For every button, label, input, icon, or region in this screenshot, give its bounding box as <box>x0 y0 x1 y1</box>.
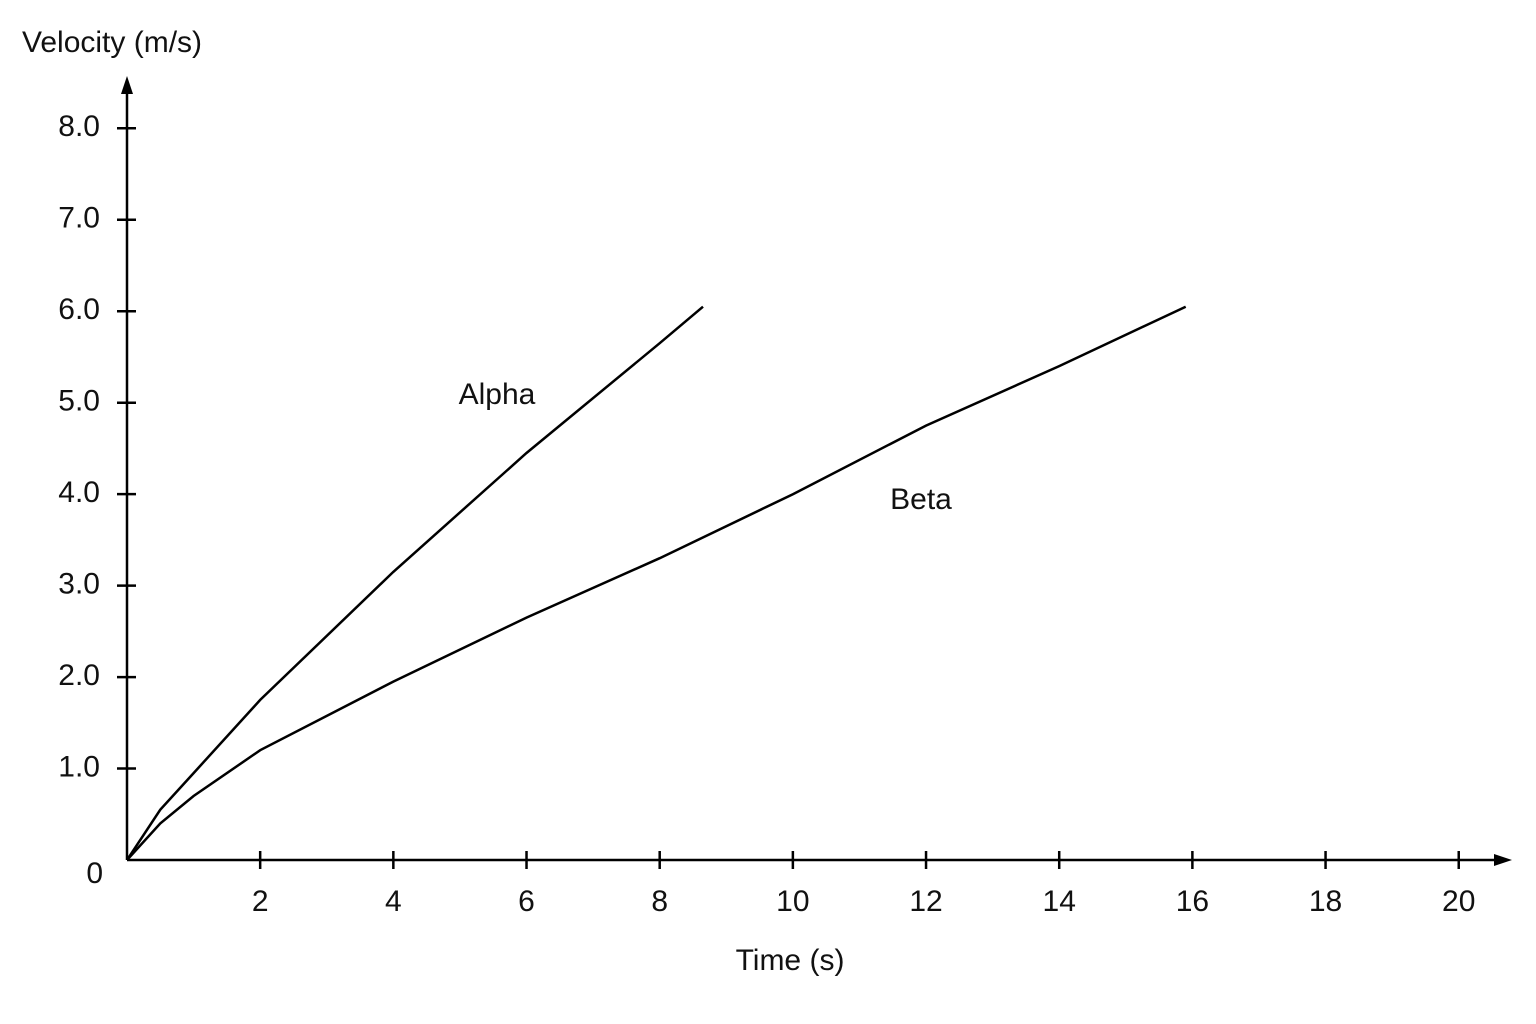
y-tick-label: 1.0 <box>58 750 100 783</box>
series-line <box>125 305 704 861</box>
y-tick-label: 6.0 <box>58 293 100 326</box>
y-tick-label: 7.0 <box>58 202 100 235</box>
y-tick-label: 0 <box>86 857 103 890</box>
y-tick-label: 4.0 <box>58 476 100 509</box>
x-tick-label: 6 <box>518 885 535 918</box>
x-tick-label: 20 <box>1442 885 1475 918</box>
x-axis-arrow <box>1494 854 1512 866</box>
y-tick-label: 3.0 <box>58 568 100 601</box>
y-tick-label: 8.0 <box>58 110 100 143</box>
x-axis-label: Time (s) <box>736 944 845 977</box>
y-tick-label: 5.0 <box>58 385 100 418</box>
x-tick-label: 14 <box>1043 885 1076 918</box>
x-tick-label: 2 <box>252 885 269 918</box>
x-tick-label: 4 <box>385 885 402 918</box>
y-axis-arrow <box>121 76 133 94</box>
x-tick-label: 18 <box>1309 885 1342 918</box>
y-tick-label: 2.0 <box>58 659 100 692</box>
series-label: Beta <box>890 483 952 516</box>
x-tick-label: 10 <box>776 885 809 918</box>
x-tick-label: 8 <box>651 885 668 918</box>
series-label: Alpha <box>459 378 536 411</box>
y-axis-label: Velocity (m/s) <box>22 26 202 59</box>
series-line <box>126 305 1187 861</box>
x-tick-label: 16 <box>1176 885 1209 918</box>
x-tick-label: 12 <box>909 885 942 918</box>
